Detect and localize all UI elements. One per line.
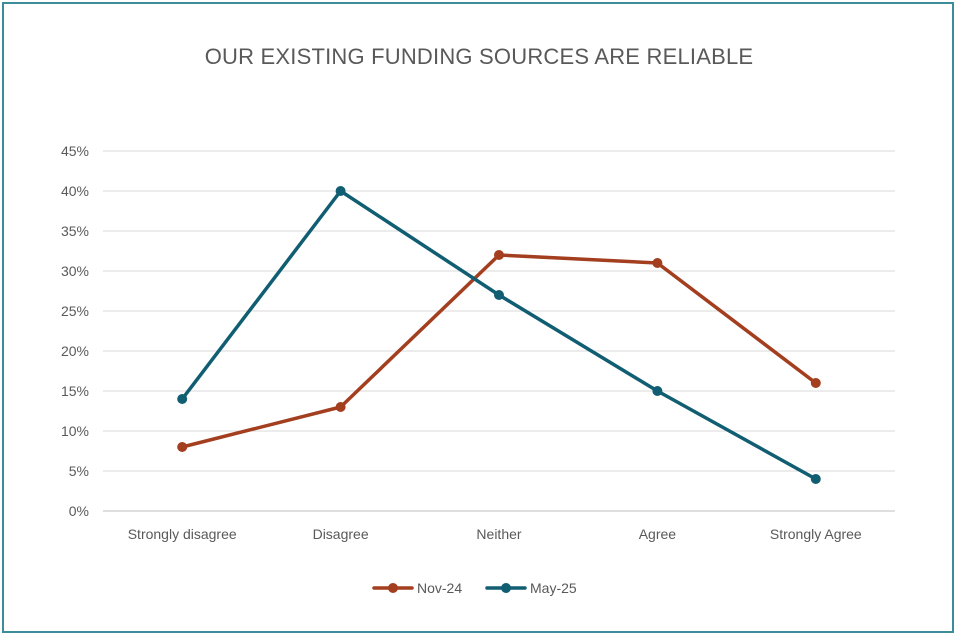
data-point xyxy=(810,378,821,388)
y-tick-label: 15% xyxy=(61,383,89,399)
data-point xyxy=(652,258,663,268)
series-line xyxy=(180,189,818,481)
data-point xyxy=(810,474,821,484)
chart-title: OUR EXISTING FUNDING SOURCES ARE RELIABL… xyxy=(204,44,754,69)
y-tick-label: 10% xyxy=(61,423,89,439)
y-tick-label: 35% xyxy=(61,223,89,239)
data-point xyxy=(335,402,346,412)
series-lines xyxy=(177,186,821,484)
series-May-25 xyxy=(177,186,821,484)
x-tick-label: Disagree xyxy=(313,526,369,542)
chart-frame: OUR EXISTING FUNDING SOURCES ARE RELIABL… xyxy=(2,2,954,633)
legend-item: Nov-24 xyxy=(372,580,462,596)
y-axis-ticks: 0% 5% 10% 15% 20% 25% 30% 35% 40% 45% xyxy=(61,143,89,519)
x-tick-label: Neither xyxy=(476,526,521,542)
legend-marker xyxy=(388,583,398,593)
x-tick-label: Strongly Agree xyxy=(770,526,862,542)
y-tick-label: 20% xyxy=(61,343,89,359)
data-point xyxy=(494,290,504,300)
y-tick-label: 25% xyxy=(61,303,89,319)
legend: Nov-24 May-25 xyxy=(372,580,577,596)
data-point xyxy=(652,386,663,396)
data-point xyxy=(177,442,188,452)
data-point xyxy=(494,250,504,260)
series-Nov-24 xyxy=(177,250,821,452)
x-axis-ticks: Strongly disagree Disagree Neither Agree Str… xyxy=(128,526,862,542)
data-point xyxy=(335,186,346,196)
legend-item: May-25 xyxy=(485,580,577,596)
y-tick-label: 40% xyxy=(61,183,89,199)
y-tick-label: 5% xyxy=(69,463,89,479)
x-tick-label: Strongly disagree xyxy=(128,526,237,542)
legend-label: Nov-24 xyxy=(417,580,462,596)
data-point xyxy=(177,394,188,404)
x-tick-label: Agree xyxy=(639,526,677,542)
y-tick-label: 45% xyxy=(61,143,89,159)
gridlines xyxy=(103,150,895,512)
y-tick-label: 0% xyxy=(69,503,89,519)
y-tick-label: 30% xyxy=(61,263,89,279)
legend-label: May-25 xyxy=(530,580,577,596)
legend-marker xyxy=(501,583,511,593)
